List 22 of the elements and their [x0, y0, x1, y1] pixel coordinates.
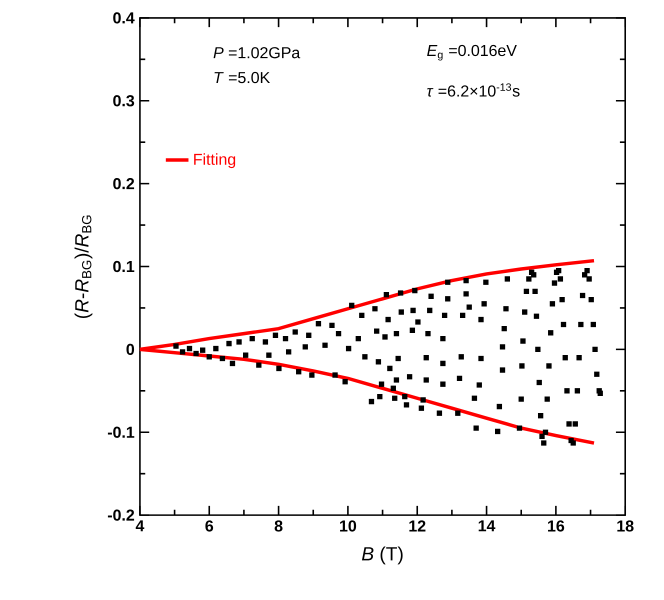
annotation: T =5.0K — [214, 72, 270, 84]
y-tick-label: -0.1 — [108, 426, 134, 438]
annotation: E$_{g}$ =0.016eV — [427, 45, 517, 61]
y-tick-label: 0.3 — [113, 95, 134, 107]
y-axis-title: (R-R$_{BG}$)/R$_{BG}$ — [74, 216, 92, 318]
y-tick-label: -0.2 — [108, 510, 134, 521]
y-tick-label: 0.1 — [113, 261, 134, 272]
legend-label: Fitting — [194, 153, 236, 168]
x-tick-label: 10 — [340, 520, 356, 532]
y-tick-label: 0 — [126, 344, 134, 356]
x-tick-label: 4 — [136, 520, 144, 532]
y-tick-label: 0.2 — [113, 178, 134, 190]
x-tick-label: 6 — [205, 520, 214, 532]
x-tick-label: 8 — [274, 520, 283, 532]
y-tick-label: 0.4 — [113, 12, 135, 24]
x-tick-label: 18 — [617, 520, 634, 532]
x-tick-label: 14 — [478, 520, 496, 532]
x-axis-title: B (T) — [362, 546, 403, 564]
annotation: τ =6.2×10$^{-13}$s — [427, 84, 520, 97]
x-tick-label: 12 — [409, 520, 426, 532]
annotation: P =1.02GPa — [214, 47, 300, 58]
x-tick-label: 16 — [548, 520, 564, 532]
